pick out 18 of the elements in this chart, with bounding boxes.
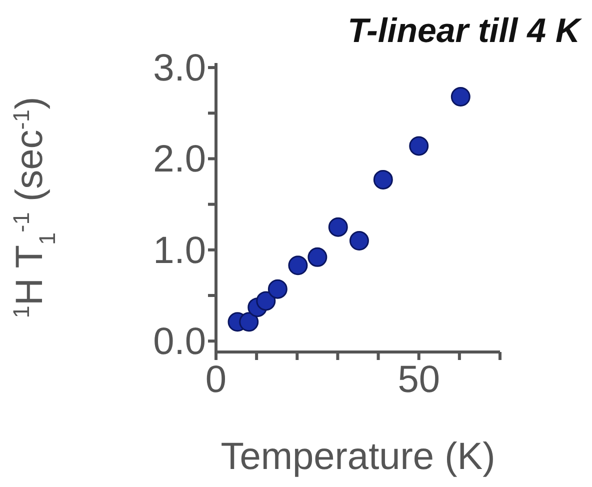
point <box>288 256 308 276</box>
point <box>256 291 276 311</box>
point <box>308 247 328 267</box>
y-tick-label: 2.0 <box>153 138 206 181</box>
point <box>328 217 348 237</box>
point <box>268 279 288 299</box>
point <box>349 231 369 251</box>
x-tick-label: 0 <box>205 359 227 401</box>
y-tick-label: 0.0 <box>153 321 206 364</box>
y-tick-label: 1.0 <box>153 230 206 272</box>
point <box>239 312 259 332</box>
point <box>409 136 429 156</box>
point <box>373 170 393 190</box>
point <box>450 86 470 106</box>
chart-title: T-linear till 4 K <box>348 12 582 50</box>
x-axis-title: Temperature (K) <box>220 436 496 478</box>
y-tick-label: 3.0 <box>153 48 206 90</box>
x-tick-label: 50 <box>398 359 440 401</box>
